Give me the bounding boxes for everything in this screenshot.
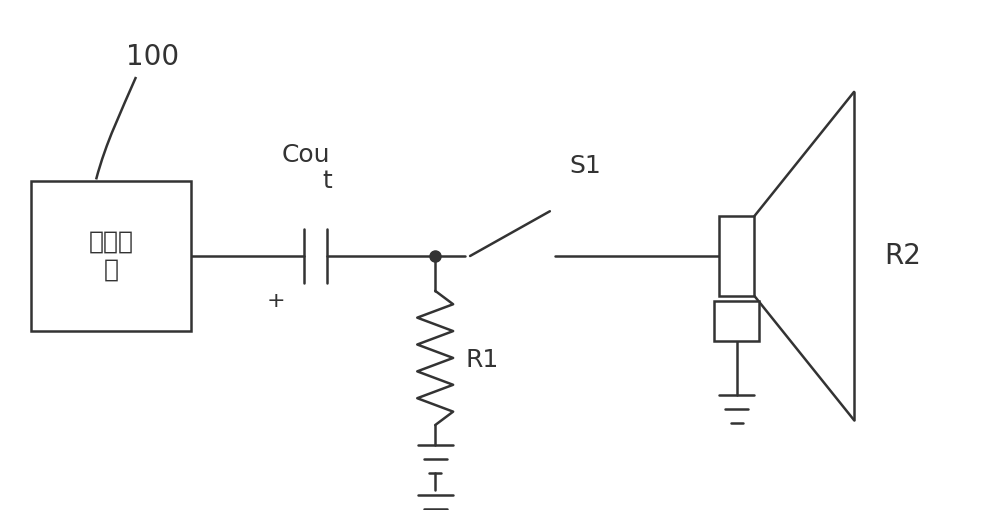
Text: S1: S1 [570, 154, 602, 178]
Text: R1: R1 [465, 349, 498, 373]
Bar [719, 216, 754, 296]
Text: t: t [323, 170, 332, 193]
Text: Cou: Cou [281, 143, 330, 167]
Bar [714, 301, 759, 340]
Bar [31, 181, 191, 331]
Text: +: + [266, 291, 285, 311]
Text: R2: R2 [884, 242, 921, 270]
Text: 音频器
件: 音频器 件 [89, 230, 134, 282]
Text: 100: 100 [126, 43, 179, 71]
